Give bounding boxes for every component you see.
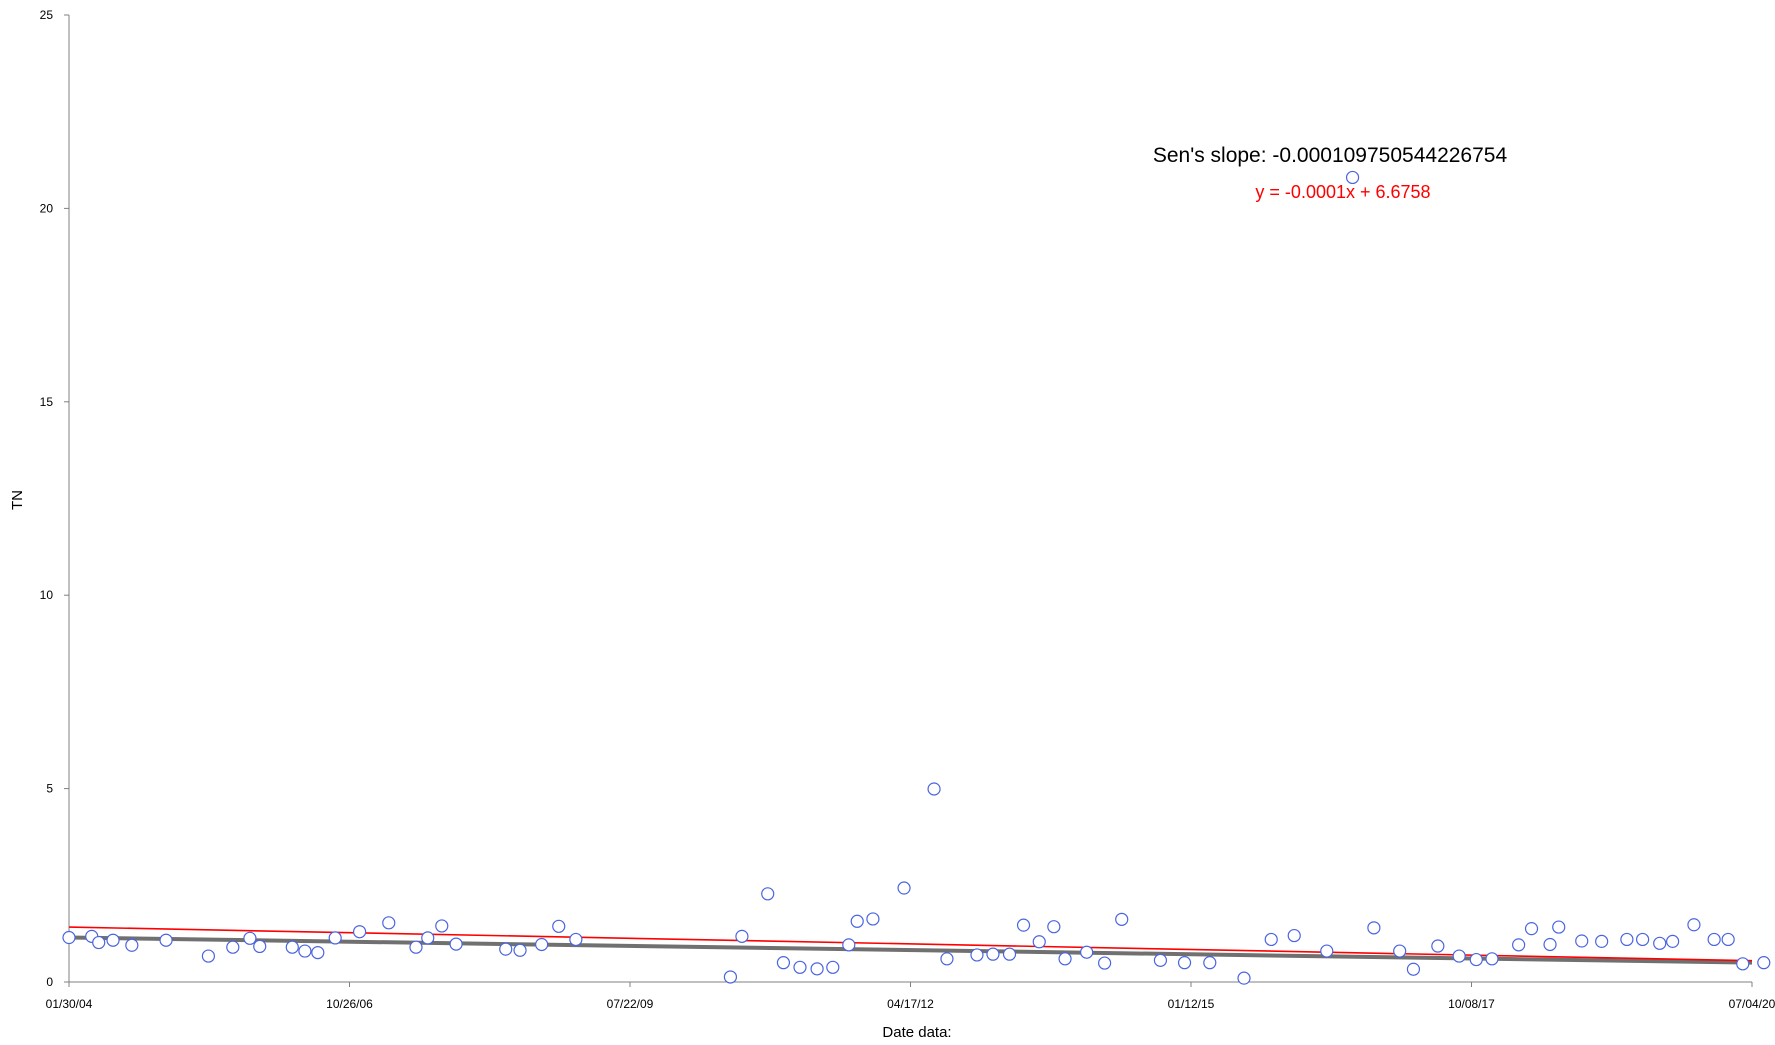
x-ticks: 01/30/04 10/26/06 07/22/09 04/17/12 01/12/15…	[46, 982, 1775, 1011]
data-point	[201, 949, 216, 963]
data-point	[159, 933, 173, 947]
x-tick-label: 07/04/20	[1729, 997, 1775, 1011]
y-tick-label: 15	[40, 395, 54, 409]
x-tick-label: 04/17/12	[887, 997, 934, 1011]
data-point	[1406, 962, 1421, 976]
data-point	[311, 946, 325, 960]
data-point	[1115, 912, 1129, 926]
data-point	[1469, 952, 1483, 967]
data-point	[1237, 971, 1251, 985]
data-point	[810, 962, 824, 976]
data-point	[106, 933, 120, 947]
data-point	[1736, 957, 1750, 971]
x-tick-label: 10/08/17	[1448, 997, 1495, 1011]
data-point	[1552, 920, 1566, 934]
data-point	[1707, 932, 1721, 947]
data-point	[1431, 939, 1445, 953]
data-point	[1393, 944, 1407, 958]
data-point	[1264, 932, 1278, 947]
y-tick-label: 20	[40, 201, 54, 215]
x-tick-label: 07/22/09	[607, 997, 654, 1011]
data-point	[1058, 952, 1072, 966]
data-point	[1524, 922, 1539, 936]
sens-slope-annotation: Sen's slope: -0.000109750544226754	[1153, 144, 1508, 167]
data-point	[1687, 918, 1701, 932]
data-point	[970, 948, 984, 962]
data-point	[226, 940, 240, 954]
y-tick-label: 0	[46, 975, 53, 989]
data-point	[735, 929, 749, 943]
data-point	[552, 919, 566, 933]
data-point	[62, 930, 76, 945]
x-tick-label: 10/26/06	[326, 997, 373, 1011]
data-point	[1757, 956, 1771, 970]
y-tick-label: 10	[40, 588, 54, 602]
data-point	[409, 940, 423, 954]
y-tick-label: 25	[40, 8, 54, 22]
data-point	[92, 935, 106, 950]
data-point	[328, 931, 342, 945]
data-point	[1177, 956, 1192, 970]
data-point	[449, 937, 463, 951]
data-point	[285, 940, 299, 954]
data-point	[1512, 938, 1526, 952]
data-point	[866, 912, 880, 926]
data-point	[421, 931, 435, 945]
data-point	[1653, 936, 1667, 950]
x-axis-title: Date data:	[882, 1024, 951, 1041]
data-point	[1485, 952, 1499, 966]
data-point	[776, 956, 791, 970]
data-point	[1080, 945, 1094, 959]
data-point	[1636, 932, 1650, 947]
data-point	[382, 916, 396, 930]
data-point	[1203, 956, 1217, 970]
data-point	[1032, 935, 1046, 949]
data-point	[1666, 934, 1680, 948]
data-point	[1287, 928, 1301, 943]
data-point	[1543, 937, 1557, 952]
data-point	[499, 942, 513, 956]
y-ticks: 0 5 10 15 20 25	[40, 8, 69, 989]
data-point	[352, 925, 367, 939]
data-point	[1345, 170, 1360, 185]
data-point	[1620, 932, 1634, 947]
data-point	[1721, 932, 1735, 947]
data-point	[1452, 949, 1466, 963]
data-point	[793, 960, 807, 974]
data-point	[897, 881, 911, 895]
data-point	[1153, 953, 1168, 967]
data-point	[761, 887, 775, 901]
x-tick-label: 01/12/15	[1168, 997, 1215, 1011]
data-point	[569, 932, 583, 947]
data-point	[850, 914, 864, 928]
data-point	[253, 939, 267, 954]
data-point	[243, 931, 257, 945]
data-points	[62, 170, 1771, 985]
trend-equation-annotation: y = -0.0001x + 6.6758	[1255, 182, 1430, 202]
data-point	[513, 943, 527, 957]
data-point	[842, 938, 856, 952]
data-point	[435, 919, 449, 933]
data-point	[535, 937, 549, 952]
x-tick-label: 01/30/04	[46, 997, 93, 1011]
data-point	[1047, 920, 1061, 934]
data-point	[1002, 947, 1017, 961]
y-tick-label: 5	[46, 782, 53, 796]
data-point	[1016, 918, 1031, 932]
data-point	[986, 947, 1000, 961]
y-axis-title: TN	[9, 490, 26, 510]
data-point	[927, 782, 941, 796]
data-point	[1595, 934, 1609, 948]
data-point	[940, 952, 954, 966]
data-point	[723, 970, 738, 984]
data-point	[826, 960, 840, 974]
data-point	[298, 944, 312, 958]
data-point	[1575, 934, 1589, 948]
data-point	[1098, 956, 1112, 970]
data-point	[1320, 944, 1334, 958]
data-point	[125, 938, 139, 952]
data-point	[1367, 921, 1381, 935]
